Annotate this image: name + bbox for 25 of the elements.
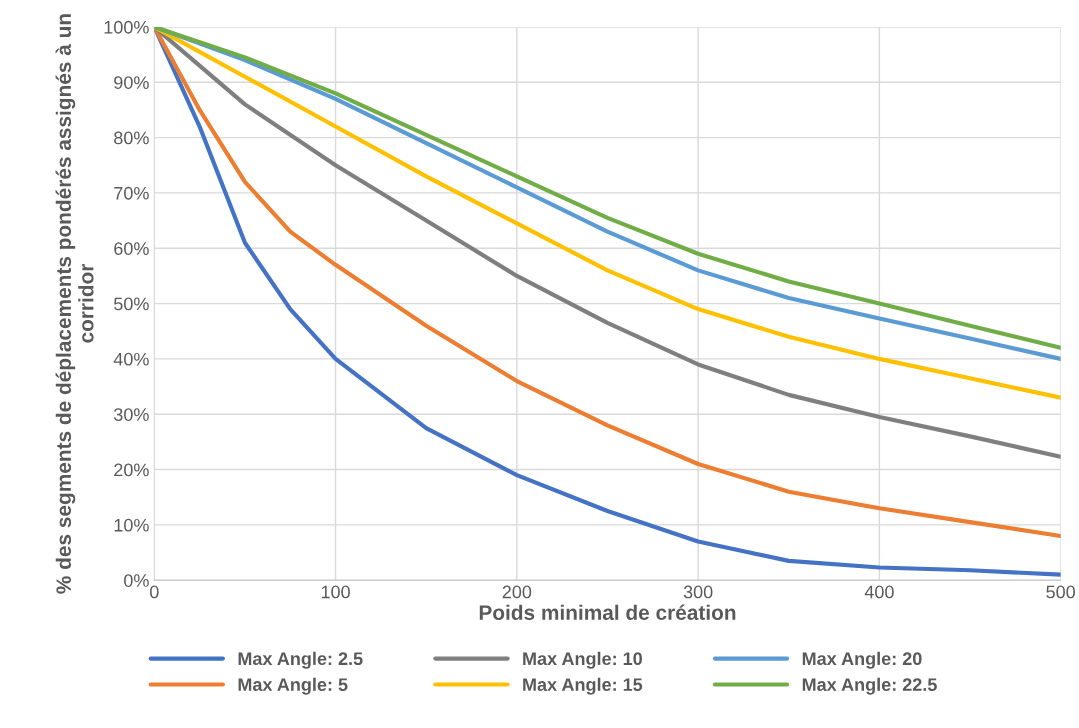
x-tick-label: 0 — [149, 585, 159, 599]
legend-label: Max Angle: 20 — [802, 651, 922, 669]
legend-label: Max Angle: 22.5 — [802, 677, 937, 695]
y-tick-label: 90% — [114, 76, 149, 89]
y-tick-label: 10% — [114, 518, 149, 532]
y-tick-label: 0% — [124, 574, 149, 587]
x-axis-title: Poids minimal de création — [479, 604, 736, 620]
y-axis-title: % des segments de déplacements pondérés assignés à un corridor — [55, 14, 94, 594]
y-tick-label: 60% — [114, 242, 149, 255]
y-tick-label: 40% — [113, 352, 149, 366]
legend-label: Max Angle: 5 — [238, 677, 348, 695]
y-tick-label: 50% — [114, 297, 149, 311]
x-tick-label: 200 — [502, 585, 532, 599]
x-tick-label: 500 — [1046, 585, 1076, 599]
x-tick-label: 300 — [683, 585, 713, 599]
legend-label: Max Angle: 10 — [523, 651, 642, 669]
x-tick-label: 100 — [321, 585, 350, 599]
y-tick-label: 20% — [114, 463, 149, 477]
y-tick-label: 80% — [114, 131, 149, 145]
y-tick-label: 70% — [114, 186, 149, 200]
legend-label: Max Angle: 15 — [523, 677, 643, 695]
legend-label: Max Angle: 2.5 — [238, 651, 363, 669]
x-tick-label: 400 — [864, 585, 894, 599]
y-tick-label: 100% — [104, 20, 149, 34]
y-tick-label: 30% — [113, 408, 149, 421]
